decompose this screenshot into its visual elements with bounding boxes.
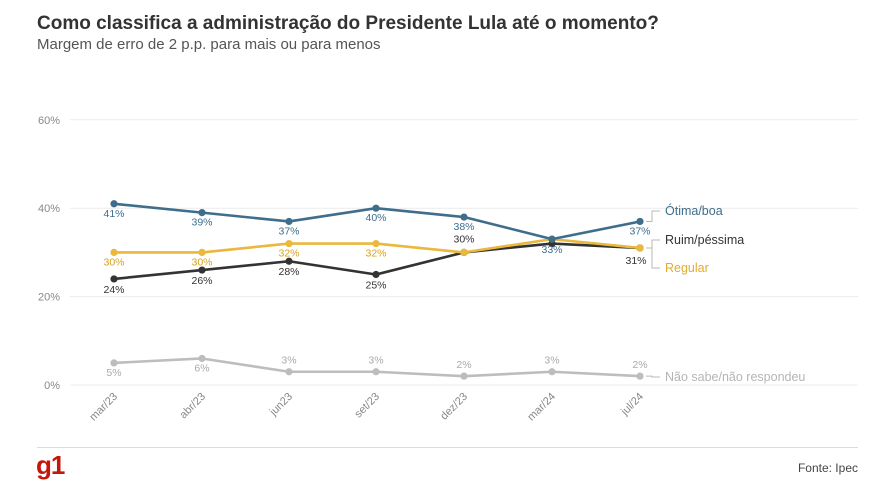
legend-entry: Regular (665, 261, 709, 275)
data-label: 2% (456, 359, 471, 371)
data-point (110, 275, 118, 283)
data-point (285, 257, 293, 265)
x-tick-label: mar/23 (87, 391, 120, 424)
chart-subtitle: Margem de erro de 2 p.p. para mais ou pa… (37, 36, 381, 53)
data-point (110, 200, 118, 208)
x-tick-label: mar/24 (525, 391, 558, 424)
data-label: 38% (453, 221, 474, 233)
series-group: 5% 6% 3% 3% 2% 3% 2% 24% 26% 28% 25% 30% 31% 30% 30% 32… (103, 200, 651, 380)
data-label: 30% (453, 233, 474, 245)
y-tick-label: 40% (38, 203, 60, 215)
data-label: 33% (541, 244, 562, 256)
legend-entry: Ótima/boa (665, 203, 723, 218)
data-point (636, 244, 644, 252)
data-label: 26% (191, 275, 212, 287)
data-label: 6% (194, 362, 209, 374)
grid-lines (70, 119, 858, 386)
data-point (372, 368, 380, 376)
data-point (198, 266, 206, 274)
data-point (285, 239, 293, 248)
data-point (198, 354, 206, 363)
chart-title: Como classifica a administração do Presi… (37, 13, 659, 34)
data-label: 3% (281, 355, 296, 367)
data-label: 3% (544, 355, 559, 367)
data-label: 32% (365, 248, 386, 260)
x-tick-label: dez/23 (438, 391, 470, 423)
data-point (198, 248, 206, 256)
data-label: 3% (368, 355, 383, 367)
data-point (460, 248, 468, 256)
legend-group: Ótima/boa Ruim/péssima Regular Não sabe/não… (646, 203, 805, 384)
x-tick-label: jun23 (267, 391, 295, 419)
series-2: 30% 30% 32% 32% (103, 235, 644, 268)
data-label: 41% (103, 208, 124, 220)
data-label: 31% (625, 255, 646, 267)
data-label: 25% (365, 280, 386, 292)
data-point (198, 209, 206, 217)
data-label: 30% (191, 256, 212, 268)
x-tick-label: jul/24 (618, 391, 646, 419)
data-point (285, 217, 293, 226)
legend-leader (646, 210, 660, 222)
y-axis-ticks: 0% 20% 40% 60% (38, 115, 60, 392)
y-tick-label: 0% (44, 380, 60, 392)
line-chart: 0% 20% 40% 60% mar/23 abr/23 jun23 set/23 dez/2… (38, 115, 858, 424)
legend-leader (646, 247, 660, 269)
y-tick-label: 60% (38, 115, 60, 127)
legend-entry: Não sabe/não respondeu (665, 370, 805, 384)
source-note: Fonte: Ipec (797, 461, 858, 475)
data-label: 30% (103, 256, 124, 268)
data-point (285, 368, 293, 376)
data-label: 5% (106, 367, 121, 379)
data-label: 39% (191, 217, 212, 229)
data-label: 28% (278, 266, 299, 278)
legend-entry: Ruim/péssima (665, 233, 744, 247)
data-label: 40% (365, 212, 386, 224)
legend-leader (646, 239, 660, 249)
x-axis-ticks: mar/23 abr/23 jun23 set/23 dez/23 mar/24 jul/2… (87, 391, 646, 424)
data-point (110, 248, 118, 256)
data-point (372, 239, 380, 248)
data-point (636, 217, 644, 226)
data-label: 37% (629, 225, 650, 237)
data-point (460, 213, 468, 221)
footer-divider (37, 447, 858, 448)
data-label: 2% (632, 359, 647, 371)
x-tick-label: set/23 (352, 391, 382, 421)
data-point (110, 359, 118, 367)
x-tick-label: abr/23 (178, 391, 209, 422)
data-point (372, 204, 380, 212)
series-3: 5% 6% 3% 3% 2% 3% 2% (106, 354, 648, 380)
data-point (636, 372, 644, 380)
data-label: 32% (278, 248, 299, 260)
g1-logo: g1 (36, 450, 65, 480)
data-point (372, 270, 380, 279)
series-0: 41% 39% 37% 40% 38% 33% 37% (103, 200, 651, 256)
data-point (460, 372, 468, 380)
legend-leader (646, 375, 660, 378)
data-label: 37% (278, 225, 299, 237)
y-tick-label: 20% (38, 292, 60, 304)
data-point (548, 235, 556, 243)
data-label: 24% (103, 284, 124, 296)
data-point (548, 368, 556, 376)
